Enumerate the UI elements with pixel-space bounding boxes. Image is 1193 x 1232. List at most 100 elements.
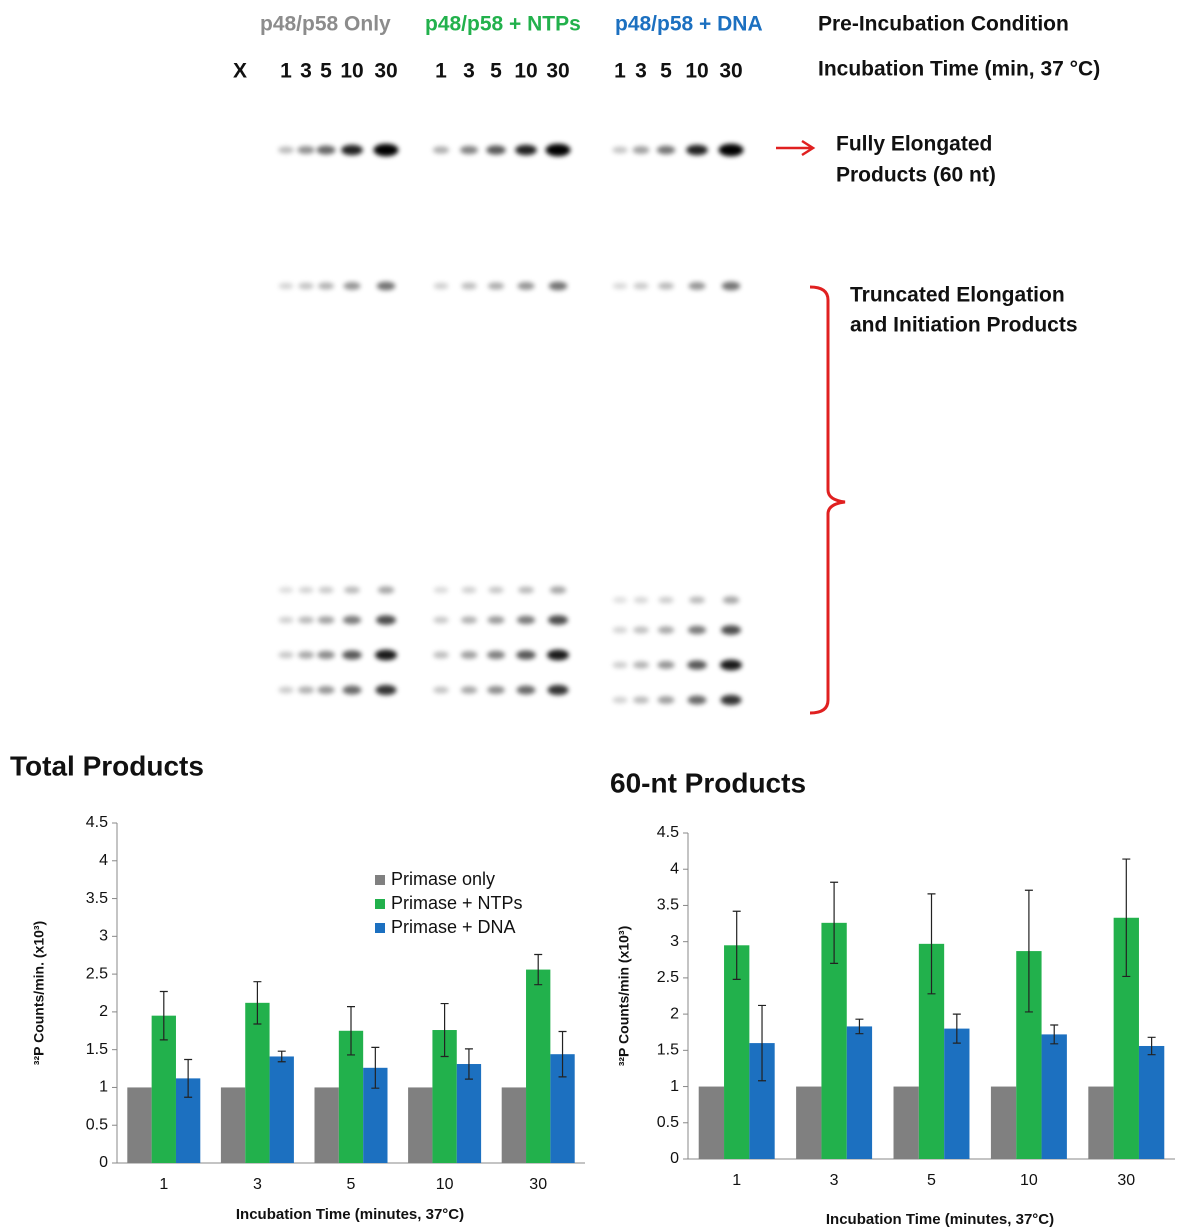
gel-band: [689, 596, 705, 603]
bar: [502, 1087, 526, 1163]
y-tick-label: 4: [670, 860, 679, 877]
gel-band: [719, 144, 744, 157]
chart-title: 60-nt Products: [610, 767, 806, 798]
gel-band: [633, 696, 649, 703]
gel-band: [687, 660, 707, 669]
gel-band: [547, 650, 569, 661]
gel-band: [278, 652, 293, 659]
bar: [991, 1087, 1016, 1159]
gel-band: [633, 627, 649, 634]
lane-label: 30: [546, 60, 569, 83]
x-tick-label: 5: [347, 1176, 356, 1193]
gel-band: [462, 587, 477, 594]
y-axis-label: ³²P Counts/min. (x10³): [31, 921, 47, 1065]
gel-band: [613, 597, 627, 603]
x-tick-label: 10: [436, 1176, 454, 1193]
gel-band: [318, 616, 335, 624]
gel-band: [317, 651, 335, 659]
gel-band: [613, 627, 628, 633]
bar: [526, 970, 550, 1163]
gel-band: [317, 686, 334, 694]
gel-band: [517, 616, 535, 625]
gel-band: [279, 587, 293, 593]
gel-band: [318, 587, 333, 594]
gel-band: [613, 662, 628, 669]
gel-band: [659, 597, 674, 604]
gel-band: [318, 282, 334, 289]
gel-band: [658, 626, 674, 633]
lane-label: 5: [660, 60, 672, 83]
brace: [810, 287, 845, 713]
gel-band: [298, 616, 314, 623]
y-tick-label: 4.5: [86, 814, 108, 831]
gel-band: [375, 650, 397, 661]
gel-band: [515, 145, 537, 156]
legend-swatch: [375, 875, 385, 885]
gel-band: [434, 587, 449, 593]
bar: [221, 1087, 245, 1163]
gel-band: [377, 282, 396, 291]
gel-band: [686, 145, 708, 156]
lane-label: 30: [374, 60, 397, 83]
lane-label: 1: [614, 60, 626, 83]
lane-label: 3: [300, 60, 312, 83]
band-label: Products (60 nt): [836, 164, 996, 187]
bar: [944, 1029, 969, 1159]
gel-band: [344, 586, 360, 593]
y-axis-label: ³²P Counts/min (x10³): [616, 926, 632, 1067]
gel-band: [374, 144, 399, 157]
gel-band: [658, 282, 674, 289]
x-tick-label: 1: [732, 1172, 741, 1189]
y-tick-label: 2: [99, 1003, 108, 1020]
x-tick-label: 30: [529, 1176, 547, 1193]
gel-band: [723, 596, 740, 604]
gel-band: [488, 616, 505, 624]
y-tick-label: 4.5: [657, 824, 679, 841]
gel-band: [688, 626, 706, 635]
legend-label: Primase only: [391, 869, 495, 889]
gel-band: [461, 686, 477, 693]
bar: [699, 1087, 724, 1159]
gel-band: [688, 696, 707, 705]
y-tick-label: 0.5: [86, 1116, 108, 1133]
gel-band: [613, 283, 628, 289]
y-tick-label: 3: [670, 933, 679, 950]
gel-band: [461, 616, 477, 623]
lane-label: 10: [685, 60, 708, 83]
gel-band: [633, 283, 648, 290]
bar: [1042, 1034, 1067, 1159]
gel-band: [343, 686, 362, 695]
gel-band: [378, 586, 395, 594]
y-tick-label: 0: [99, 1154, 108, 1171]
lane-label: 3: [463, 60, 475, 83]
gel-band: [317, 146, 336, 155]
legend-label: Primase + DNA: [391, 917, 516, 937]
gel-band: [341, 145, 363, 156]
gel-band: [549, 282, 568, 291]
lane-label: 10: [514, 60, 537, 83]
gel-band: [634, 597, 649, 603]
gel-band: [657, 661, 674, 669]
gel-band: [633, 146, 650, 154]
x-tick-label: 3: [253, 1176, 262, 1193]
x-axis-label: Incubation Time (minutes, 37°C): [826, 1211, 1054, 1228]
lane-label: 30: [719, 60, 742, 83]
bar: [847, 1026, 872, 1159]
gel-band: [278, 687, 293, 694]
gel-band: [612, 147, 627, 154]
gel-band: [488, 282, 504, 289]
condition-label: p48/p58 + DNA: [615, 13, 763, 36]
y-tick-label: 4: [99, 852, 108, 869]
y-tick-label: 3: [99, 928, 108, 945]
y-tick-label: 1: [670, 1078, 679, 1095]
gel-band: [688, 282, 705, 290]
gel-band: [297, 146, 314, 154]
lane-label: 1: [435, 60, 447, 83]
bar: [245, 1003, 269, 1163]
gel-band: [548, 615, 568, 625]
gel-band: [298, 686, 314, 693]
gel-band: [487, 686, 505, 694]
gel-band: [433, 652, 449, 659]
gel-band: [433, 687, 448, 694]
gel-band: [633, 661, 649, 668]
